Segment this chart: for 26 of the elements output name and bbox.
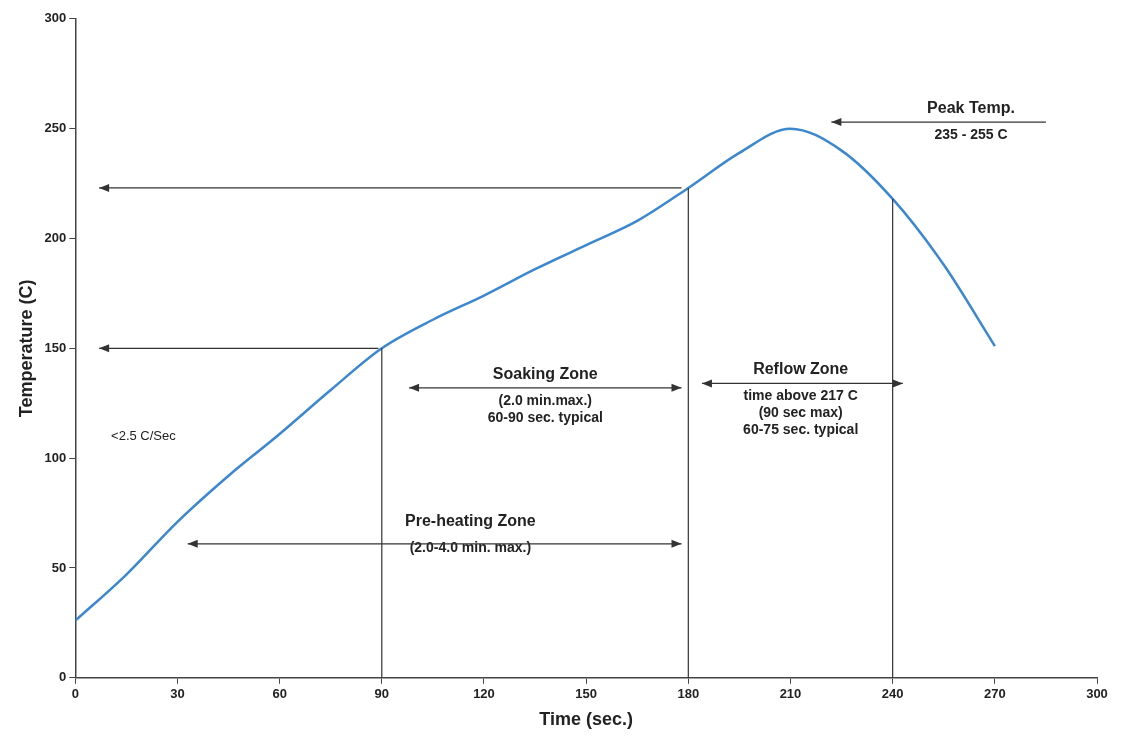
line-series [75, 127, 997, 622]
x-axis-title: Time (sec.) [539, 709, 633, 730]
x-tick-label: 30 [170, 686, 185, 702]
x-tick-label: 270 [983, 686, 1006, 702]
x-tick-label: 240 [881, 686, 904, 702]
x-tick-label: 210 [779, 686, 802, 702]
annotation: Soaking Zone (2.0 min.max.) 60-90 sec. typical [487, 364, 603, 425]
y-tick-label: 300 [44, 10, 67, 26]
x-tick-label: 300 [1086, 686, 1108, 702]
y-axis-title: Temperature (C) [15, 279, 36, 418]
annotation: <2.5 C/Sec [111, 428, 177, 444]
annotation: Reflow Zone time above 217 C (90 sec max) 60-75 sec. typical [743, 360, 859, 438]
x-tick-label: 0 [71, 686, 79, 702]
x-tick-label: 90 [374, 686, 390, 702]
y-tick-label: 0 [59, 669, 67, 685]
y-tick-label: 50 [51, 559, 67, 575]
y-tick-label: 200 [44, 230, 67, 246]
x-tick-label: 180 [677, 686, 700, 702]
annotation: Peak Temp. 235 - 255 C [927, 99, 1015, 143]
y-tick-label: 150 [44, 339, 67, 355]
y-tick-label: 100 [44, 449, 67, 465]
x-tick-label: 120 [473, 686, 495, 702]
annotation: Pre-heating Zone (2.0-4.0 min. max.) [405, 512, 536, 556]
x-tick-label: 60 [272, 686, 287, 702]
y-tick-label: 250 [44, 120, 67, 136]
x-tick-label: 150 [575, 686, 597, 702]
